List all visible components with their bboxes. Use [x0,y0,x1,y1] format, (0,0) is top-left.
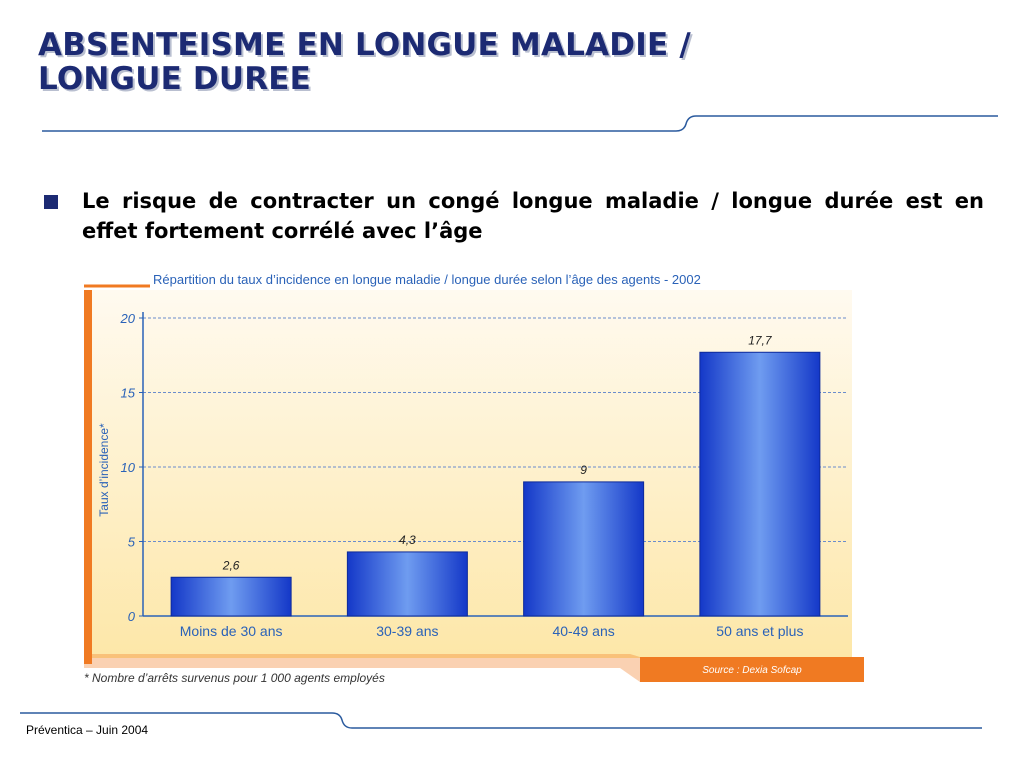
footer-text: Préventica – Juin 2004 [26,723,149,737]
chart-title: Répartition du taux d’incidence en longu… [153,272,701,287]
source-banner [640,657,864,682]
bars [170,351,821,617]
y-axis-label: Taux d’incidence* [97,423,111,517]
category-label: 50 ans et plus [716,623,803,639]
y-axis-ticks: 0 5 10 15 20 [120,311,136,624]
bar [523,481,645,617]
y-tick-label: 5 [128,535,136,550]
y-tick-label: 20 [120,311,136,326]
data-labels: 2,6 4,3 9 17,7 [222,333,773,572]
data-label: 4,3 [399,533,416,547]
header-divider [42,115,998,132]
y-tick-label: 10 [121,460,136,475]
title-line-2: LONGUE DUREE [38,61,312,97]
bullet-square-icon [44,195,58,209]
y-tick-label: 15 [121,386,136,401]
data-label: 17,7 [748,333,773,347]
footer-divider [20,712,982,729]
title-line-1: ABSENTEISME EN LONGUE MALADIE / [38,27,691,63]
data-label: 9 [580,463,587,477]
bar [346,551,468,617]
bullet-point: Le risque de contracter un congé longue … [44,186,984,246]
category-labels: Moins de 30 ans 30-39 ans 40-49 ans 50 ans … [180,623,804,639]
category-label: 40-49 ans [552,623,614,639]
category-label: Moins de 30 ans [180,623,283,639]
category-label: 30-39 ans [376,623,438,639]
bar [699,351,821,617]
left-accent-bar [84,290,92,664]
footnote: * Nombre d’arrêts survenus pour 1 000 ag… [84,671,385,685]
bar [170,576,292,617]
y-tick-label: 0 [128,609,136,624]
source-label: Source : Dexia Sofcap [702,665,802,676]
data-label: 2,6 [222,558,240,572]
page-title: ABSENTEISME EN LONGUE MALADIE / LONGUE D… [38,28,691,96]
bullet-text: Le risque de contracter un congé longue … [82,189,984,243]
